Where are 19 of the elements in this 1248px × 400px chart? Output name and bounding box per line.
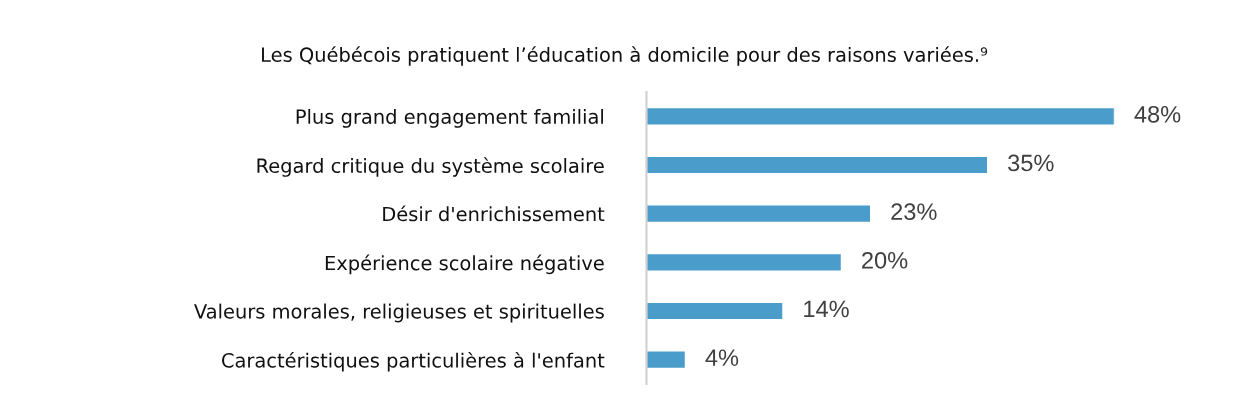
y-tick-label: Plus grand engagement familial <box>296 108 603 128</box>
y-tick-label: Valeurs morales, religieuses et spirituelles <box>194 303 604 323</box>
data-label: 23% <box>891 203 937 220</box>
data-label: 4% <box>705 349 739 366</box>
y-tick-label: Désir d'enrichissement <box>383 205 605 222</box>
bar <box>646 252 843 272</box>
y-tick-label: Regard critique du système scolaire <box>257 157 604 177</box>
bar <box>646 106 1115 126</box>
data-label: 35% <box>1008 154 1054 172</box>
bar <box>646 301 784 321</box>
data-label: 20% <box>862 251 908 269</box>
bar <box>646 350 687 370</box>
chart-title: Les Québécois pratiquent l’éducation à domicile pour des raisons variées.⁹ <box>262 46 988 66</box>
data-label: 48% <box>1134 105 1181 123</box>
bar <box>646 155 989 175</box>
y-tick-label: Caractéristiques particulières à l'enfant <box>221 351 605 372</box>
data-label: 14% <box>804 300 849 318</box>
bar <box>646 204 872 224</box>
y-tick-label: Expérience scolaire négative <box>325 254 604 275</box>
